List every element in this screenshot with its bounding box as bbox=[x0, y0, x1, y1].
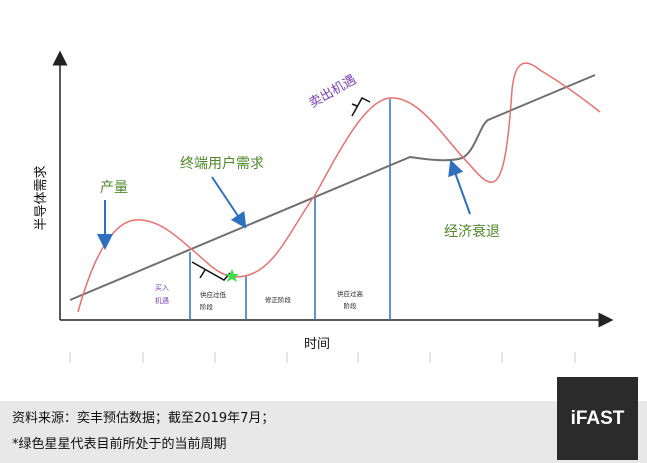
phase-lines bbox=[189, 99, 391, 320]
buy-label-2: 机遇 bbox=[155, 296, 169, 305]
buy-label-1: 买入 bbox=[155, 284, 169, 292]
bracket bbox=[191, 261, 231, 281]
end-demand-label: 终端用户需求 bbox=[180, 155, 264, 172]
over-label-1: 供应过高 bbox=[337, 289, 364, 298]
demand-arrow bbox=[211, 176, 247, 229]
source-text: 资料来源：奕丰预估数据；截至2019年7月； bbox=[12, 411, 275, 426]
recession-arrow bbox=[448, 159, 471, 215]
supply-curve bbox=[77, 62, 601, 313]
demand-line bbox=[69, 74, 596, 301]
green-star-icon bbox=[225, 269, 239, 282]
sell-label: 卖出机遇 bbox=[307, 72, 360, 111]
under-label-2: 阶段 bbox=[200, 302, 214, 311]
under-label-1: 供应过低 bbox=[200, 290, 227, 299]
sell-bracket bbox=[351, 97, 371, 117]
y-axis-label: 半导体需求 bbox=[34, 165, 49, 230]
tick-marks bbox=[69, 352, 576, 363]
ifast-logo: iFAST bbox=[557, 377, 638, 460]
correct-label: 修正阶段 bbox=[265, 295, 292, 304]
recession-label: 经济衰退 bbox=[444, 223, 500, 240]
footer: 资料来源：奕丰预估数据；截至2019年7月； *绿色星星代表目前所处于的当前周期 bbox=[0, 401, 647, 463]
production-label: 产量 bbox=[100, 180, 128, 196]
note-text: *绿色星星代表目前所处于的当前周期 bbox=[12, 437, 227, 452]
x-axis-label: 时间 bbox=[304, 337, 330, 352]
over-label-2: 阶段 bbox=[344, 301, 358, 310]
